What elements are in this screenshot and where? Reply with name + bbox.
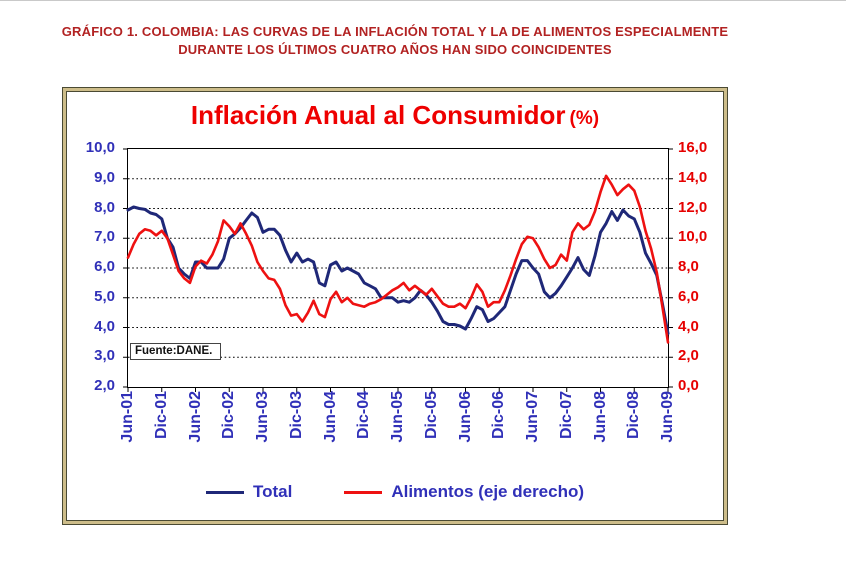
x-axis-label: Dic-01 xyxy=(152,391,170,440)
y-axis-label-right: 12,0 xyxy=(678,198,708,216)
x-axis-label: Dic-06 xyxy=(490,391,508,440)
y-axis-label-right: 6,0 xyxy=(678,287,699,305)
y-axis-label-right: 4,0 xyxy=(678,317,699,335)
x-axis-label: Jun-01 xyxy=(119,391,136,443)
x-axis-label: Jun-07 xyxy=(524,391,541,443)
plot-svg xyxy=(123,148,673,392)
alimentos-series-line xyxy=(126,174,670,344)
y-axis-label-right: 14,0 xyxy=(678,168,708,186)
x-axis-label: Jun-04 xyxy=(321,391,339,443)
y-axis-label-right: 10,0 xyxy=(678,228,708,246)
chart-area: Inflación Anual al Consumidor (%) 10,0 9,0… xyxy=(67,92,723,520)
y-axis-label-right: 2,0 xyxy=(678,347,699,365)
y-axis-label-left: 2,0 xyxy=(94,377,115,394)
chart-frame-inner: Inflación Anual al Consumidor (%) 10,0 9,0… xyxy=(66,91,724,521)
legend: Total Alimentos (eje derecho) xyxy=(67,482,723,502)
legend-label-total: Total xyxy=(252,482,293,501)
chart-title-main: Inflación Anual al Consumidor xyxy=(190,100,566,130)
x-axis-label: Jun-06 xyxy=(456,391,474,443)
x-axis-label: Dic-02 xyxy=(220,391,238,440)
y-axis-label-left: 7,0 xyxy=(94,228,115,246)
x-axis-label: Jun-03 xyxy=(254,391,271,443)
figure-caption-line1: GRÁFICO 1. COLOMBIA: LAS CURVAS DE LA IN… xyxy=(61,24,729,39)
y-axis-label-left: 8,0 xyxy=(94,198,115,216)
legend-item-total: Total xyxy=(205,482,293,502)
chart-frame: Inflación Anual al Consumidor (%) 10,0 9,0… xyxy=(62,87,728,525)
x-axis: Jun-01 Dic-01 Jun-02 Dic-02 Jun-03 Dic-03 Jun-… xyxy=(119,387,676,483)
x-axis-label: Jun-09 xyxy=(659,391,676,443)
y-axis-label-right: 8,0 xyxy=(678,258,699,275)
x-axis-label: Dic-05 xyxy=(422,391,440,440)
y-axis-label-left: 10,0 xyxy=(85,139,115,156)
source-note: Fuente:DANE. xyxy=(130,343,222,360)
alimentos-line-sample-icon xyxy=(344,490,383,494)
y-axis-label-left: 4,0 xyxy=(94,317,115,335)
chart-title-suffix: (%) xyxy=(569,108,600,129)
x-axis-label: Dic-07 xyxy=(557,391,575,440)
chart-frame-border: Inflación Anual al Consumidor (%) 10,0 9,0… xyxy=(63,88,727,524)
figure-caption-line2: DURANTE LOS ÚLTIMOS CUATRO AÑOS HAN SIDO… xyxy=(178,42,612,57)
chart-title: Inflación Anual al Consumidor (%) xyxy=(67,100,723,131)
x-axis-label: Dic-03 xyxy=(287,391,305,440)
y-axis-right: 16,0 14,0 12,0 10,0 8,0 6,0 4,0 2,0 0,0 xyxy=(673,139,721,394)
total-series-line xyxy=(126,205,670,335)
x-axis-label: Jun-08 xyxy=(591,391,609,443)
x-axis-label: Dic-04 xyxy=(355,391,373,440)
x-axis-label: Jun-05 xyxy=(389,391,406,443)
figure-caption: GRÁFICO 1. COLOMBIA: LAS CURVAS DE LA IN… xyxy=(0,23,790,59)
y-axis-label-left: 5,0 xyxy=(94,287,115,305)
x-axis-label: Dic-08 xyxy=(625,391,643,440)
y-axis-left: 10,0 9,0 8,0 7,0 6,0 5,0 4,0 3,0 2,0 xyxy=(67,139,121,394)
legend-label-alimentos: Alimentos (eje derecho) xyxy=(391,482,585,501)
y-axis-label-left: 9,0 xyxy=(94,168,115,186)
plot-area: Fuente:DANE. xyxy=(123,148,673,392)
y-axis-label-right: 16,0 xyxy=(678,139,708,156)
y-axis-label-left: 6,0 xyxy=(94,258,115,275)
x-axis-label: Jun-02 xyxy=(186,391,204,443)
total-line-sample-icon xyxy=(205,490,244,494)
legend-item-alimentos: Alimentos (eje derecho) xyxy=(344,482,584,502)
y-axis-label-left: 3,0 xyxy=(94,347,115,365)
y-axis-label-right: 0,0 xyxy=(678,377,699,394)
